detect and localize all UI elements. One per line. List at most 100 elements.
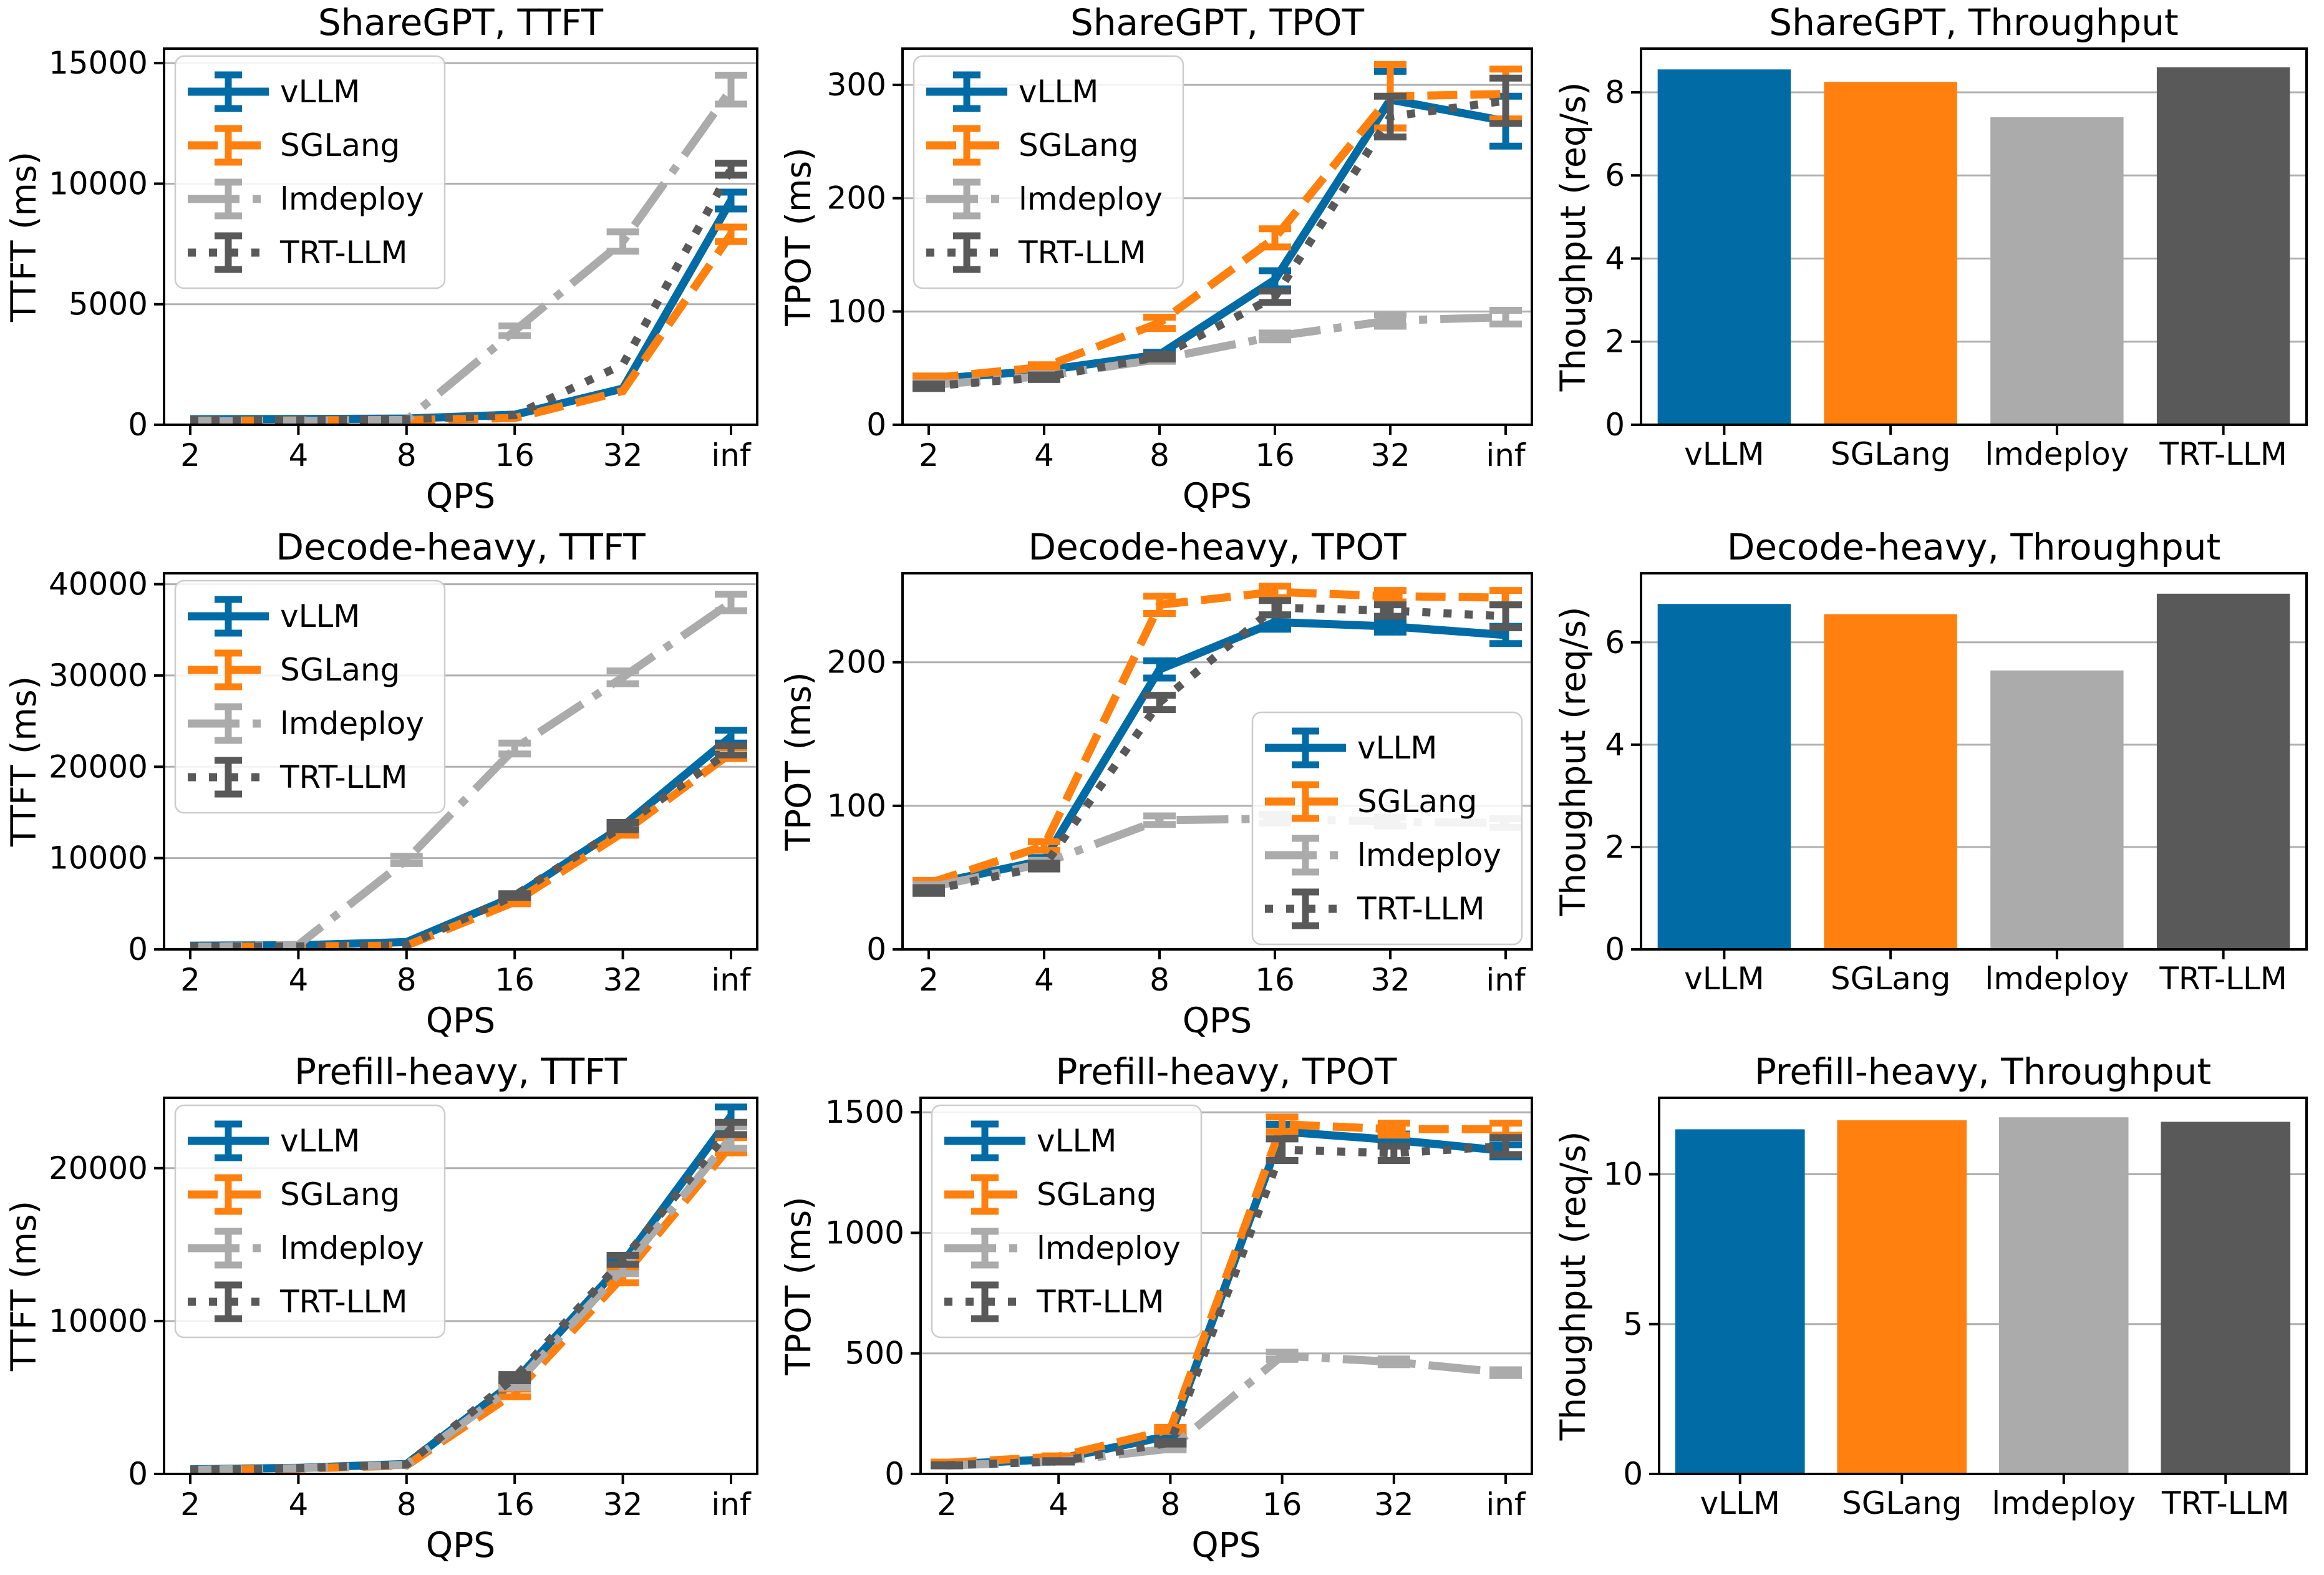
- legend-entry-sglang: SGLang: [188, 649, 400, 691]
- series-line: [946, 1120, 1506, 1467]
- series-trt-llm: [913, 74, 1522, 392]
- x-tick-label: 16: [495, 437, 535, 473]
- x-axis-label: QPS: [426, 1525, 495, 1565]
- legend: vLLM SGLang lmdeploy TRT-LLM: [174, 579, 446, 814]
- series-line: [928, 97, 1506, 390]
- y-tick-label: 15000: [49, 45, 148, 81]
- legend-label: lmdeploy: [280, 1230, 424, 1266]
- y-tick-label: 0: [1623, 1456, 1643, 1492]
- x-tick-label: inf: [1486, 1486, 1526, 1523]
- x-tick-label: SGLang: [1842, 1485, 1962, 1521]
- bar-trt-llm: [2161, 1122, 2291, 1474]
- y-tick-label: 6: [1605, 157, 1625, 193]
- series-line: [190, 167, 735, 424]
- y-tick-label: 2: [1605, 829, 1625, 865]
- chart-sharegpt-ttft: 0 5000 10000 15000 TTFT (ms) ShareGPT, TTFT 2 4…: [4, 1, 758, 516]
- x-tick-label: 8: [1150, 962, 1169, 998]
- y-tick-label: 10000: [49, 165, 148, 201]
- x-tick-label: 4: [288, 962, 308, 998]
- x-tick-label: inf: [1486, 962, 1526, 998]
- x-tick-label: 16: [495, 962, 535, 998]
- x-tick-label: 4: [1034, 437, 1054, 473]
- x-tick-label: inf: [711, 437, 752, 473]
- y-tick-label: 0: [1605, 407, 1625, 443]
- x-tick-label: 2: [919, 437, 939, 473]
- legend-label: TRT-LLM: [1036, 1284, 1164, 1320]
- x-tick-label: 8: [1160, 1486, 1180, 1523]
- series-trt-llm: [931, 1134, 1522, 1470]
- legend: vLLM SGLang lmdeploy TRT-LLM: [931, 1104, 1203, 1339]
- legend-label: lmdeploy: [280, 705, 424, 742]
- x-tick-label: inf: [1486, 437, 1526, 473]
- bar-vllm: [1657, 604, 1791, 949]
- x-tick-label: 2: [919, 962, 939, 998]
- subplot-decode-heavy-throughput: 0 2 4 6 Thoughput (req/s) Decode-heavy, Throu…: [1549, 525, 2324, 1049]
- x-tick-label: 8: [397, 1486, 417, 1523]
- legend-box: [174, 1104, 446, 1339]
- x-tick-label: vLLM: [1700, 1485, 1780, 1521]
- legend-entry-lmdeploy: lmdeploy: [1265, 835, 1501, 876]
- series-line: [928, 313, 1506, 389]
- series-trt-llm: [190, 742, 747, 949]
- x-tick-label: TRT-LLM: [2159, 961, 2287, 997]
- series-line: [946, 1141, 1506, 1470]
- axes-frame: [901, 572, 1533, 951]
- x-tick-label: 2: [180, 437, 200, 473]
- y-axis-label: TPOT (ms): [778, 1196, 818, 1375]
- chart-prefill-heavy-tpot: 0 500 1000 1500 TPOT (ms) Prefill-heavy, TPOT…: [778, 1050, 1533, 1565]
- y-tick-label: 6: [1605, 624, 1625, 661]
- legend-entry-lmdeploy: lmdeploy: [188, 703, 424, 744]
- legend-box: [931, 1104, 1203, 1339]
- series-line: [946, 1351, 1506, 1470]
- subplot-decode-heavy-tpot: 0 100 200 TPOT (ms) Decode-heavy, TPOT 2 4 8 16 3…: [775, 525, 1549, 1049]
- y-tick-label: 0: [884, 1456, 904, 1492]
- series-line: [928, 90, 1506, 382]
- y-tick-label: 4: [1605, 727, 1625, 763]
- legend-entry-sglang: SGLang: [944, 1174, 1156, 1215]
- x-tick-label: SGLang: [1831, 436, 1950, 472]
- subplot-prefill-heavy-tpot: 0 500 1000 1500 TPOT (ms) Prefill-heavy, TPOT…: [775, 1049, 1549, 1574]
- x-tick-label: lmdeploy: [1992, 1485, 2136, 1521]
- legend-box: [174, 579, 446, 814]
- series-trt-llm: [913, 597, 1522, 897]
- x-tick-label: inf: [711, 1486, 752, 1523]
- y-tick-label: 5: [1623, 1306, 1643, 1342]
- legend-entry-trt-llm: TRT-LLM: [926, 232, 1146, 273]
- legend-label: TRT-LLM: [1018, 235, 1146, 271]
- bar-sglang: [1824, 614, 1957, 949]
- legend-entry-trt-llm: TRT-LLM: [188, 232, 408, 273]
- x-tick-label: 32: [1374, 1486, 1414, 1523]
- chart-decode-heavy-ttft: 0 10000 20000 30000 40000 TTFT (ms) Decode-hea…: [4, 526, 758, 1040]
- bar-trt-llm: [2156, 67, 2290, 425]
- series-lmdeploy: [931, 1349, 1522, 1470]
- legend-label: SGLang: [280, 652, 400, 688]
- y-tick-label: 200: [827, 180, 886, 216]
- y-axis-label: Thoughput (req/s): [1553, 607, 1593, 917]
- legend-entry-lmdeploy: lmdeploy: [188, 178, 424, 220]
- y-axis-label: TTFT (ms): [4, 152, 44, 322]
- series-line: [927, 588, 1506, 888]
- legend: vLLM SGLang lmdeploy TRT-LLM: [174, 1104, 446, 1339]
- legend-label: SGLang: [280, 1176, 400, 1213]
- bar-lmdeploy: [1990, 117, 2124, 425]
- legend-entry-trt-llm: TRT-LLM: [1265, 888, 1485, 929]
- axes-frame: [163, 572, 758, 951]
- legend: vLLM SGLang lmdeploy TRT-LLM: [913, 55, 1184, 289]
- chart-prefill-heavy-throughput: 0 5 10 Thoughput (req/s) Prefill-heavy, Thro…: [1553, 1050, 2308, 1521]
- y-tick-label: 0: [128, 931, 148, 967]
- y-tick-label: 5000: [69, 286, 148, 322]
- chart-title: Prefill-heavy, TPOT: [1056, 1050, 1397, 1093]
- x-tick-label: inf: [711, 962, 752, 998]
- x-tick-label: 32: [603, 437, 643, 473]
- legend-label: vLLM: [1037, 1123, 1116, 1159]
- x-tick-label: TRT-LLM: [2159, 436, 2287, 472]
- legend-label: vLLM: [280, 74, 360, 110]
- legend-entry-trt-llm: TRT-LLM: [188, 1281, 408, 1322]
- y-tick-label: 2: [1605, 324, 1625, 360]
- x-tick-label: 16: [1255, 962, 1295, 998]
- x-tick-label: 16: [1255, 437, 1295, 473]
- legend-label: vLLM: [1357, 730, 1437, 766]
- chart-title: Decode-heavy, TPOT: [1028, 526, 1407, 568]
- legend-entry-sglang: SGLang: [926, 125, 1138, 166]
